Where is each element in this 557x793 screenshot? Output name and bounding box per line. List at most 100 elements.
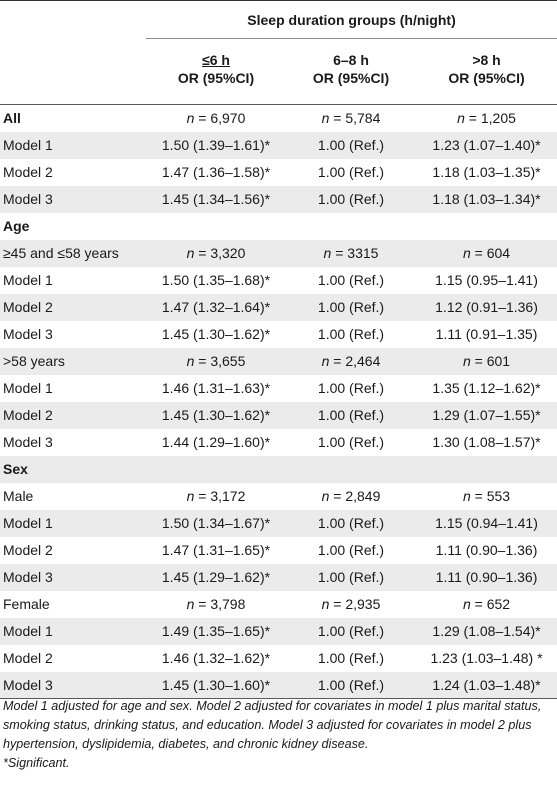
table-row: Model 1 1.46 (1.31–1.63)* 1.00 (Ref.) 1.35 … <box>0 375 557 402</box>
row-label: Model 1 <box>3 272 53 288</box>
table-cell: 1.00 (Ref.) <box>317 164 385 180</box>
table-cell <box>286 213 416 240</box>
table-cell: n = 604 <box>462 245 511 261</box>
table-cell: 1.47 (1.36–1.58)* <box>161 164 271 180</box>
table-cell: 1.00 (Ref.) <box>317 407 385 423</box>
table-cell: 1.00 (Ref.) <box>317 650 385 666</box>
row-label: Model 3 <box>3 326 53 342</box>
table-row: Model 3 1.45 (1.34–1.56)* 1.00 (Ref.) 1.18 … <box>0 185 557 213</box>
table-cell: 1.45 (1.30–1.62)* <box>161 326 271 342</box>
table-cell: 1.29 (1.08–1.54)* <box>432 623 541 639</box>
table-row: Model 1 1.50 (1.35–1.68)* 1.00 (Ref.) 1.15 … <box>0 267 557 294</box>
table-cell: 1.11 (0.91–1.35) <box>435 326 538 342</box>
table-cell: 1.00 (Ref.) <box>317 515 385 531</box>
header-group-row: Sleep duration groups (h/night) <box>0 0 557 39</box>
table-cell: 1.50 (1.35–1.68)* <box>161 272 271 288</box>
table-cell: 1.45 (1.29–1.62)* <box>161 569 271 585</box>
table-cell: 1.15 (0.94–1.41) <box>435 515 538 531</box>
table-row: Model 2 1.47 (1.31–1.65)* 1.00 (Ref.) 1.11 … <box>0 537 557 564</box>
table-cell: n = 3,172 <box>186 488 246 504</box>
table-row: All n = 6,970 n = 5,784 n = 1,205 <box>0 105 557 132</box>
table-cell: 1.24 (1.03–1.48)* <box>416 671 557 699</box>
table-row: Male n = 3,172 n = 2,849 n = 553 <box>0 483 557 510</box>
table-cell: 1.00 (Ref.) <box>317 137 385 153</box>
table-row: Model 1 1.50 (1.39–1.61)* 1.00 (Ref.) 1.23 … <box>0 131 557 159</box>
table-cell: 1.50 (1.34–1.67)* <box>161 515 271 531</box>
table-cell: 1.29 (1.07–1.55)* <box>432 407 541 423</box>
row-label: Model 1 <box>3 137 53 153</box>
table-footnotes: Model 1 adjusted for age and sex. Model … <box>3 697 553 773</box>
table-cell: 1.00 (Ref.) <box>317 191 385 207</box>
table-cell: 1.00 (Ref.) <box>317 623 385 639</box>
table-cell: 1.00 (Ref.) <box>317 272 385 288</box>
row-label: Model 2 <box>3 542 53 558</box>
table-cell: 1.15 (0.95–1.41) <box>435 272 538 288</box>
table-row: Sex <box>0 455 557 483</box>
row-label: Age <box>3 218 30 234</box>
table-row: Model 2 1.47 (1.36–1.58)* 1.00 (Ref.) 1.18 … <box>0 159 557 186</box>
table-cell <box>146 456 286 483</box>
table-cell: n = 1,205 <box>457 110 516 127</box>
table-cell: n = 3315 <box>323 245 379 261</box>
row-label: Model 1 <box>3 380 53 396</box>
table-row: Model 3 1.45 (1.30–1.62)* 1.00 (Ref.) 1.11 … <box>0 321 557 348</box>
table-row: >58 years n = 3,655 n = 2,464 n = 601 <box>0 347 557 375</box>
table-cell: 1.35 (1.12–1.62)* <box>432 380 541 396</box>
table-row: Model 3 1.45 (1.30–1.60)* 1.00 (Ref.) 1.24 … <box>0 671 557 699</box>
table-row: Model 1 1.49 (1.35–1.65)* 1.00 (Ref.) 1.29 … <box>0 617 557 645</box>
table-cell: n = 5,784 <box>321 110 381 127</box>
col-header-range: 6–8 h <box>333 52 369 68</box>
table-cell: n = 652 <box>462 596 511 612</box>
table-cell: 1.00 (Ref.) <box>317 299 385 315</box>
table-cell: 1.45 (1.30–1.60)* <box>146 671 286 699</box>
row-label: ≥45 and ≤58 years <box>3 245 119 261</box>
table-cell: n = 2,849 <box>321 488 381 504</box>
col-header-range: >8 h <box>472 52 501 68</box>
table-cell: 1.47 (1.32–1.64)* <box>161 299 271 315</box>
table-row: Model 3 1.45 (1.29–1.62)* 1.00 (Ref.) 1.11 … <box>0 563 557 591</box>
row-label: Model 3 <box>3 191 53 207</box>
table-cell: 1.45 (1.34–1.56)* <box>161 191 271 207</box>
table-cell: n = 601 <box>462 353 511 369</box>
table-cell: 1.18 (1.03–1.35)* <box>432 164 541 180</box>
table-cell <box>286 456 416 483</box>
table-cell: n = 3,320 <box>186 245 246 261</box>
table-cell: 1.00 (Ref.) <box>286 671 416 699</box>
row-label: >58 years <box>3 353 65 369</box>
row-label: Model 2 <box>3 407 53 423</box>
row-label: Model 2 <box>3 164 53 180</box>
header-range-row: ≤6 h 6–8 h >8 h <box>0 39 557 68</box>
table-cell: 1.47 (1.31–1.65)* <box>161 542 271 558</box>
row-label: All <box>3 110 21 127</box>
table-cell <box>416 456 557 483</box>
footnote-models: Model 1 adjusted for age and sex. Model … <box>3 699 542 751</box>
odds-ratio-table: Sleep duration groups (h/night) ≤6 h 6–8… <box>0 0 557 699</box>
table-row: Age <box>0 213 557 240</box>
table-row: ≥45 and ≤58 years n = 3,320 n = 3315 n = 60… <box>0 239 557 267</box>
row-label: Model 1 <box>3 623 53 639</box>
row-label: Model 3 <box>3 569 53 585</box>
table-cell <box>146 213 286 240</box>
row-label: Female <box>3 596 50 612</box>
table-row: Female n = 3,798 n = 2,935 n = 652 <box>0 591 557 618</box>
row-label: Model 3 <box>0 671 146 699</box>
table-row: Model 2 1.45 (1.30–1.62)* 1.00 (Ref.) 1.29 … <box>0 401 557 429</box>
table-cell: 1.45 (1.30–1.62)* <box>161 407 271 423</box>
table-cell: n = 553 <box>462 488 511 504</box>
table-cell: 1.11 (0.90–1.36) <box>435 542 538 558</box>
table-cell: 1.30 (1.08–1.57)* <box>432 434 541 450</box>
table-cell: 1.18 (1.03–1.34)* <box>432 191 541 207</box>
table-cell: 1.44 (1.29–1.60)* <box>161 434 271 450</box>
table-cell: n = 2,935 <box>321 596 381 612</box>
table-cell: 1.00 (Ref.) <box>317 380 385 396</box>
table-row: Model 1 1.50 (1.34–1.67)* 1.00 (Ref.) 1.15 … <box>0 509 557 537</box>
row-label: Model 2 <box>3 650 53 666</box>
table-cell: 1.00 (Ref.) <box>317 434 385 450</box>
row-label: Model 2 <box>3 299 53 315</box>
table-body: All n = 6,970 n = 5,784 n = 1,205 Model 1 1.5… <box>0 105 557 699</box>
table-cell: n = 6,970 <box>186 110 246 127</box>
row-label: Sex <box>3 461 28 477</box>
table-cell <box>416 213 557 240</box>
table-cell: n = 3,655 <box>186 353 246 369</box>
